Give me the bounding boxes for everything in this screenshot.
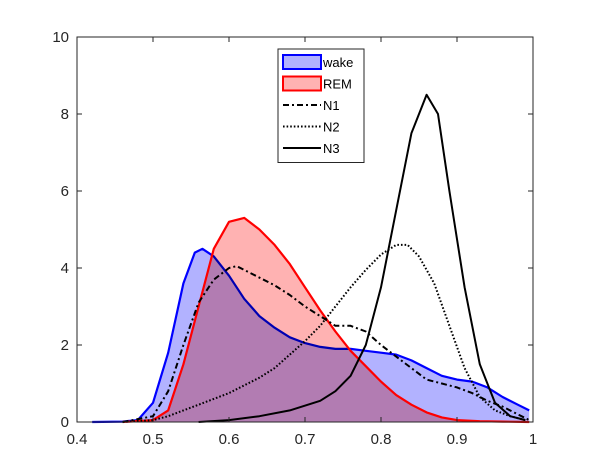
series-n1-line bbox=[122, 265, 530, 423]
y-tick-label: 4 bbox=[61, 260, 69, 277]
series-n3-line bbox=[198, 93, 526, 423]
legend: wake REM N1 N2 N3 bbox=[277, 48, 365, 163]
legend-swatch bbox=[282, 54, 322, 70]
series-layer bbox=[92, 93, 530, 424]
legend-label: REM bbox=[323, 77, 352, 92]
y-tick-label: 2 bbox=[61, 337, 69, 354]
y-tick-label: 0 bbox=[61, 414, 69, 431]
series-n1 bbox=[122, 265, 530, 423]
y-tick-label: 10 bbox=[52, 29, 69, 46]
legend-label: N2 bbox=[323, 120, 340, 135]
x-tick-label: 0.8 bbox=[371, 431, 392, 448]
x-tick-label: 0.6 bbox=[219, 431, 240, 448]
legend-item-wake: wake bbox=[282, 54, 353, 70]
legend-item-n1: N1 bbox=[283, 98, 340, 113]
y-tick-label: 8 bbox=[61, 106, 69, 123]
legend-swatch bbox=[282, 75, 322, 92]
legend-item-n3: N3 bbox=[283, 141, 340, 156]
legend-item-n2: N2 bbox=[283, 120, 340, 135]
series-n2-line bbox=[122, 243, 526, 423]
series-rem-line bbox=[122, 216, 530, 424]
series-n3 bbox=[198, 93, 526, 423]
x-tick-label: 0.9 bbox=[447, 431, 468, 448]
legend-label: N3 bbox=[323, 141, 340, 156]
x-tick-label: 0.5 bbox=[143, 431, 164, 448]
series-n2 bbox=[122, 243, 526, 423]
legend-label: N1 bbox=[323, 98, 340, 113]
x-axis: 0.4 0.5 0.6 0.7 0.8 0.9 1 bbox=[67, 37, 537, 448]
legend-item-rem: REM bbox=[282, 75, 352, 92]
legend-label: wake bbox=[322, 55, 353, 70]
x-tick-label: 0.4 bbox=[67, 431, 88, 448]
y-tick-label: 6 bbox=[61, 183, 69, 200]
x-tick-label: 1 bbox=[529, 431, 537, 448]
y-axis: 0 2 4 6 8 10 bbox=[52, 29, 533, 431]
x-tick-label: 0.7 bbox=[295, 431, 316, 448]
